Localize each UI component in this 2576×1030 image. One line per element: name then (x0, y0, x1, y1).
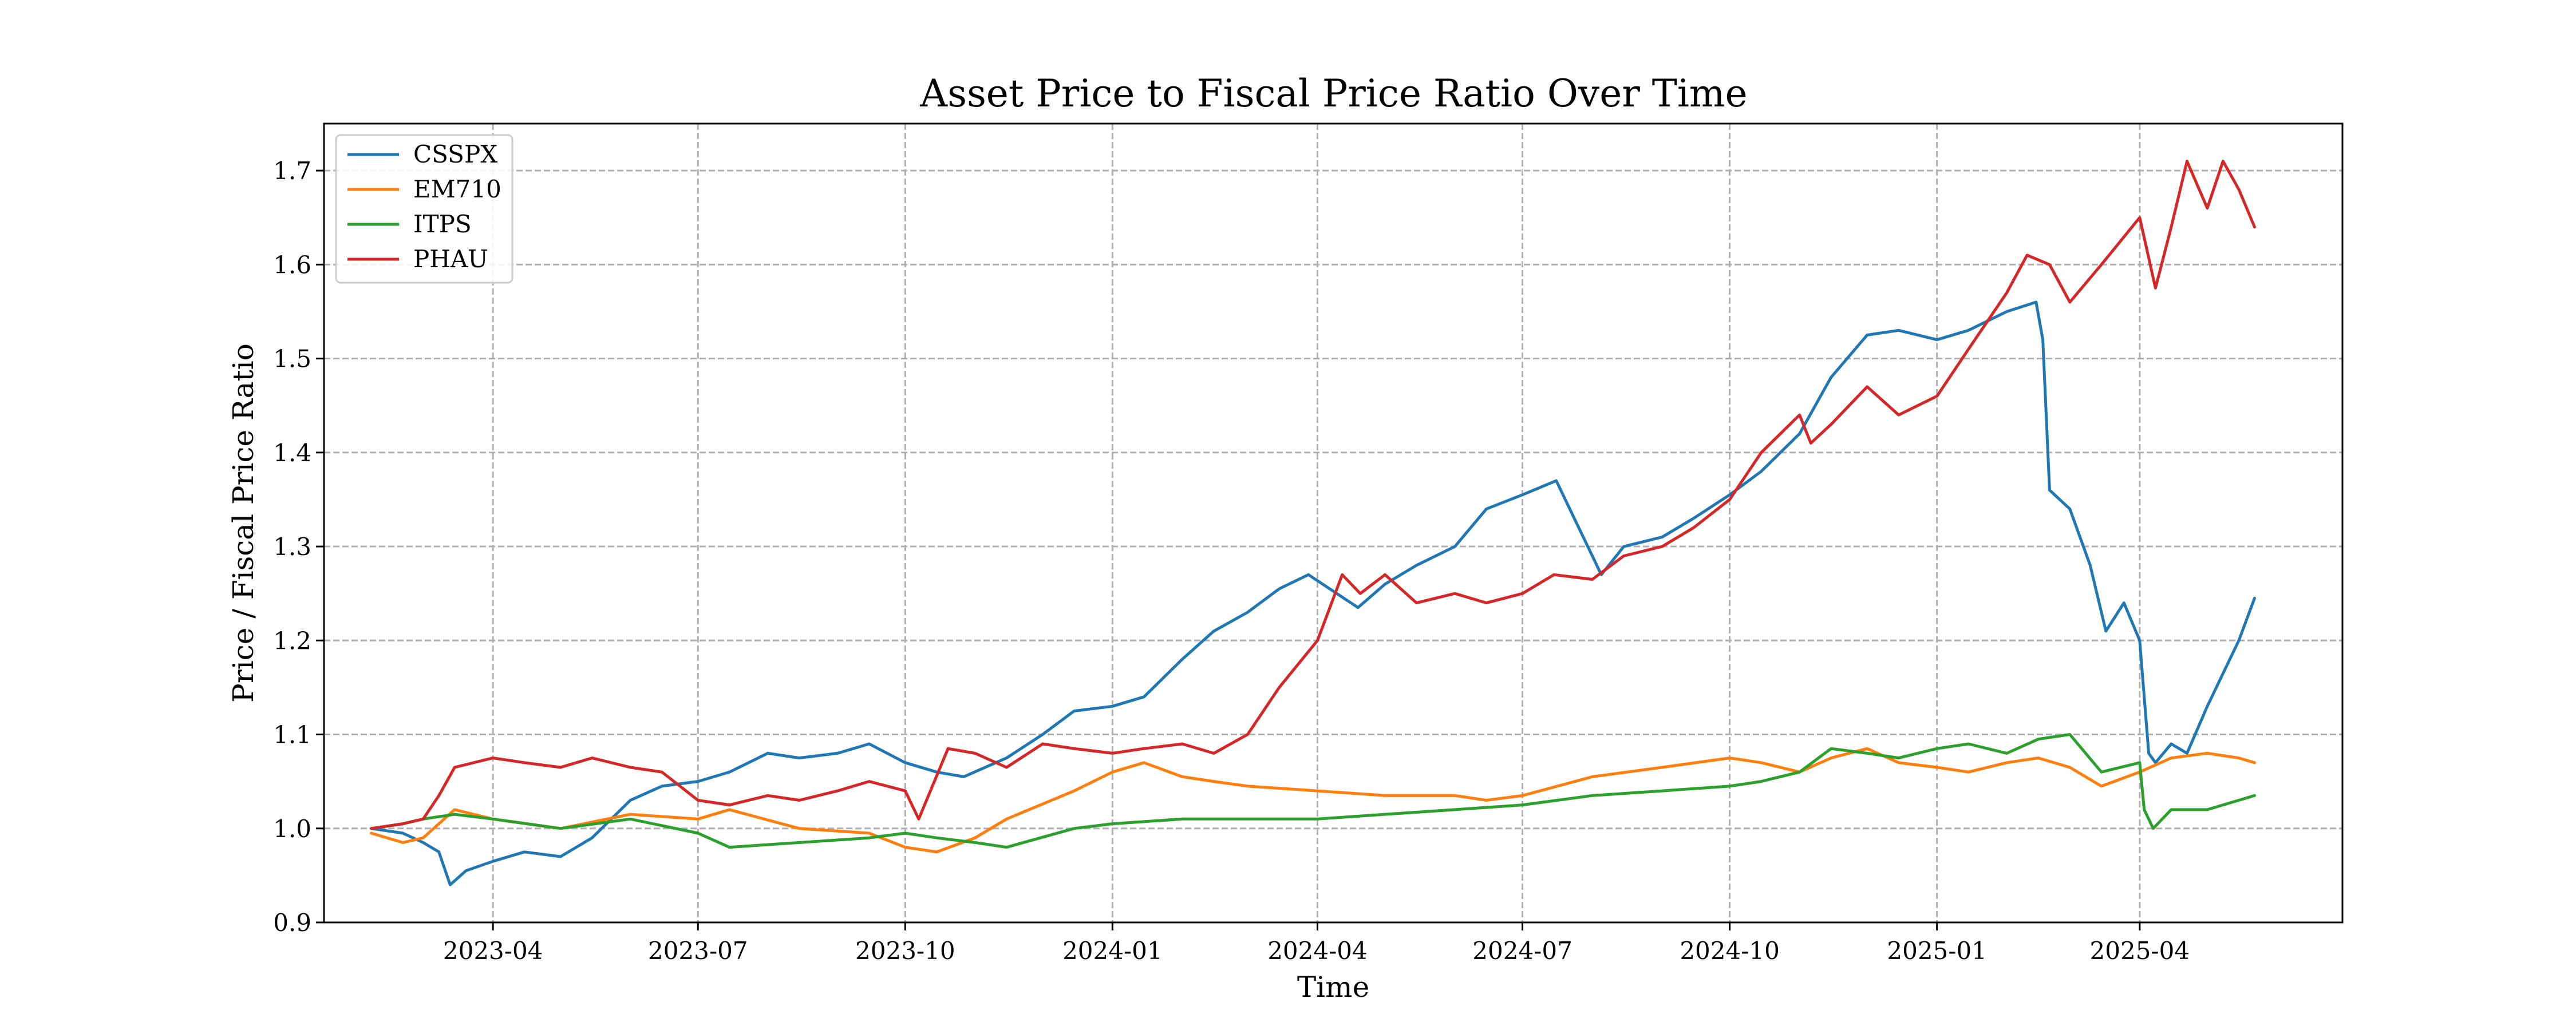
legend-label-csspx: CSSPX (413, 140, 497, 168)
y-axis: 0.9 1.0 1.1 1.2 1.3 1.4 1.5 1.6 1.7 (273, 157, 324, 937)
x-tick-label: 2024-01 (1062, 937, 1163, 965)
x-axis-label: Time (1297, 970, 1369, 1004)
legend: CSSPX EM710 ITPS PHAU (335, 134, 513, 284)
legend-label-em710: EM710 (413, 175, 501, 203)
series-lines (370, 160, 2256, 886)
legend-frame (335, 134, 513, 284)
y-tick-label: 1.3 (273, 533, 311, 561)
y-tick-label: 1.5 (273, 345, 311, 373)
y-tick-label: 1.7 (273, 157, 311, 185)
series-line-phau (370, 160, 2256, 830)
legend-label-phau: PHAU (413, 245, 488, 273)
y-tick-label: 1.6 (273, 251, 311, 279)
x-axis: 2023-04 2023-07 2023-10 2024-01 2024-04 2024-… (443, 922, 2190, 965)
chart-title: Asset Price to Fiscal Price Ratio Over T… (919, 72, 1747, 116)
legend-label-itps: ITPS (413, 210, 472, 238)
plot-area-frame (323, 122, 2344, 924)
y-tick-label: 1.0 (273, 815, 311, 843)
y-tick-label: 1.1 (273, 721, 311, 749)
x-tick-label: 2024-10 (1680, 937, 1780, 965)
series-line-em710 (370, 747, 2256, 854)
series-line-csspx (370, 300, 2256, 886)
x-tick-label: 2024-07 (1472, 937, 1573, 965)
x-tick-label: 2025-04 (2090, 937, 2190, 965)
y-tick-label: 0.9 (273, 909, 311, 937)
grid-lines (324, 124, 2342, 924)
x-tick-label: 2025-01 (1887, 937, 1987, 965)
x-tick-label: 2024-04 (1267, 937, 1368, 965)
x-tick-label: 2023-04 (443, 937, 543, 965)
series-line-itps (370, 733, 2256, 849)
y-tick-label: 1.4 (273, 439, 311, 467)
y-tick-label: 1.2 (273, 627, 311, 655)
y-axis-label: Price / Fiscal Price Ratio (227, 343, 260, 703)
x-tick-label: 2023-10 (855, 937, 955, 965)
x-tick-label: 2023-07 (648, 937, 748, 965)
